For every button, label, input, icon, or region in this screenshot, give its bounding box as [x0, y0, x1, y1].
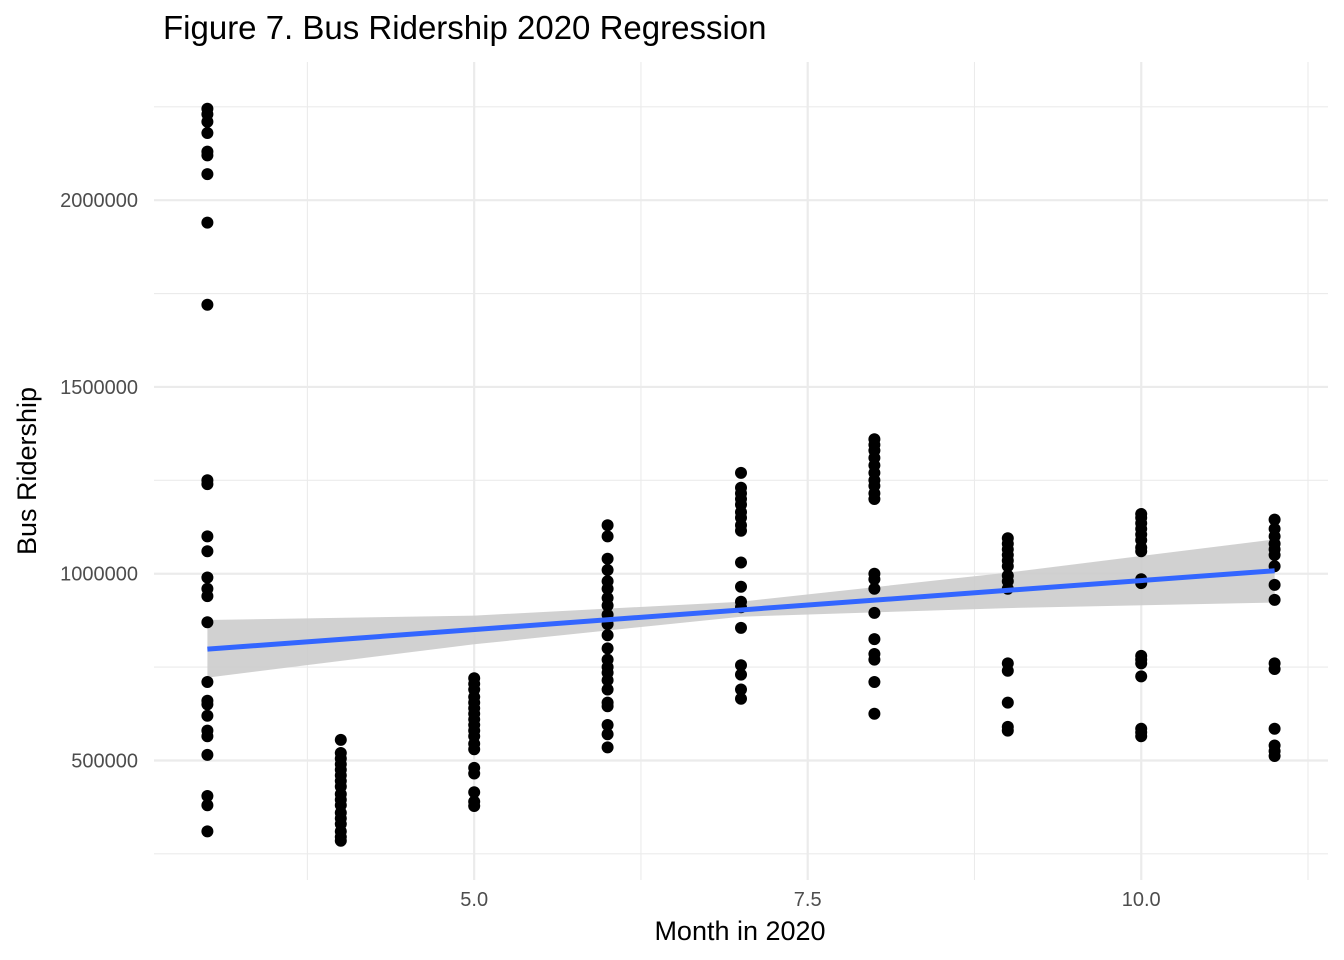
data-point	[201, 790, 214, 802]
data-point	[601, 530, 614, 543]
x-axis-title: Month in 2020	[654, 916, 825, 946]
data-point	[1268, 593, 1281, 606]
data-point	[1268, 578, 1281, 591]
data-point	[735, 668, 747, 681]
data-point	[468, 767, 481, 780]
data-point	[334, 834, 347, 847]
data-point	[868, 707, 881, 720]
data-point	[868, 573, 881, 586]
data-point	[201, 216, 214, 229]
data-point	[1268, 549, 1281, 561]
data-point	[201, 730, 214, 743]
data-point	[601, 519, 614, 532]
data-point	[201, 168, 214, 181]
data-point	[868, 606, 881, 619]
data-point	[735, 524, 747, 537]
data-point	[1268, 513, 1281, 526]
x-tick-label: 10.0	[1122, 889, 1161, 911]
data-point	[735, 683, 747, 696]
data-point	[1001, 664, 1014, 677]
data-point	[1135, 545, 1148, 558]
data-point	[201, 530, 214, 543]
data-point	[1135, 730, 1148, 743]
data-point	[868, 653, 881, 666]
data-point	[601, 719, 614, 731]
data-point	[201, 590, 214, 603]
data-point	[601, 700, 614, 713]
data-point	[601, 674, 614, 687]
data-point	[201, 616, 214, 629]
data-point	[201, 799, 214, 812]
data-point	[601, 683, 614, 696]
data-point	[201, 478, 214, 491]
data-point	[201, 298, 214, 311]
y-tick-label: 2000000	[60, 190, 138, 212]
data-point	[1001, 560, 1014, 573]
data-point	[201, 709, 214, 722]
x-axis-ticks: 5.0 7.5 10.0	[460, 889, 1160, 911]
data-point	[201, 545, 214, 558]
data-point	[1001, 696, 1014, 709]
chart-title: Figure 7. Bus Ridership 2020 Regression	[163, 9, 767, 46]
data-point	[201, 748, 214, 761]
data-point	[201, 127, 214, 139]
data-point	[468, 743, 481, 756]
data-points	[201, 102, 1281, 847]
data-point	[601, 741, 614, 754]
data-point	[201, 149, 214, 162]
data-point	[601, 629, 614, 642]
data-point	[735, 621, 747, 634]
data-point	[601, 564, 614, 576]
data-point	[601, 582, 614, 595]
data-point	[601, 552, 614, 565]
data-point	[601, 642, 614, 655]
data-point	[868, 493, 881, 505]
x-tick-label: 5.0	[460, 889, 488, 911]
data-point	[868, 582, 881, 595]
data-point	[201, 115, 214, 128]
y-tick-label: 500000	[71, 750, 138, 772]
data-point	[1268, 663, 1281, 675]
data-point	[601, 599, 614, 612]
data-point	[334, 733, 347, 746]
data-point	[735, 580, 747, 593]
data-point	[1268, 722, 1281, 735]
data-point	[201, 571, 214, 584]
data-point	[1268, 750, 1281, 762]
data-point	[868, 676, 881, 688]
y-axis-title: Bus Ridership	[12, 387, 42, 555]
data-point	[1135, 657, 1148, 670]
regression-line	[207, 568, 1275, 652]
data-point	[601, 728, 614, 741]
data-point	[201, 698, 214, 711]
y-tick-label: 1000000	[60, 564, 138, 586]
data-point	[735, 692, 747, 705]
data-point	[1135, 670, 1148, 683]
regression-layer	[207, 568, 1275, 652]
x-tick-label: 7.5	[794, 889, 822, 911]
data-point	[735, 556, 747, 569]
data-point	[201, 825, 214, 838]
y-tick-label: 1500000	[60, 377, 138, 399]
data-point	[868, 633, 881, 646]
data-point	[468, 786, 481, 799]
data-point	[1001, 724, 1014, 737]
data-point	[735, 659, 747, 672]
data-point	[201, 676, 214, 688]
data-point	[468, 800, 481, 812]
y-axis-ticks: 500000 1000000 1500000 2000000	[60, 190, 138, 772]
data-point	[735, 466, 747, 479]
